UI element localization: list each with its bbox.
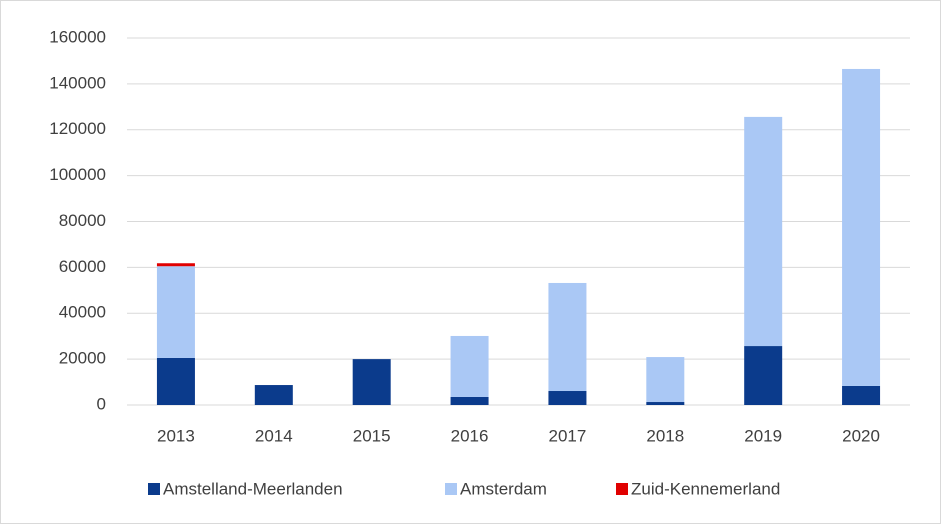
- legend-label: Amsterdam: [460, 479, 547, 498]
- x-tick-label: 2017: [549, 426, 587, 445]
- y-tick-label: 80000: [59, 211, 106, 230]
- y-tick-label: 120000: [49, 119, 106, 138]
- x-tick-label: 2013: [157, 426, 195, 445]
- bar-segment: [156, 266, 195, 358]
- bar-segment: [156, 357, 195, 405]
- legend-swatch: [148, 483, 160, 495]
- y-tick-label: 160000: [49, 27, 106, 46]
- y-tick-label: 100000: [49, 165, 106, 184]
- x-tick-label: 2020: [842, 426, 880, 445]
- y-tick-label: 40000: [59, 303, 106, 322]
- y-tick-label: 60000: [59, 257, 106, 276]
- bar-segment: [744, 116, 783, 347]
- x-tick-label: 2016: [451, 426, 489, 445]
- bar-segment: [842, 385, 881, 405]
- legend-label: Zuid-Kennemerland: [631, 479, 780, 498]
- y-tick-label: 20000: [59, 349, 106, 368]
- bar-segment: [450, 335, 489, 397]
- x-tick-label: 2015: [353, 426, 391, 445]
- bar-segment: [646, 402, 685, 405]
- bar-segment: [842, 68, 881, 386]
- y-tick-label: 0: [97, 394, 106, 413]
- bar-segment: [548, 391, 587, 405]
- x-tick-label: 2018: [646, 426, 684, 445]
- bar-segment: [744, 346, 783, 405]
- x-tick-label: 2014: [255, 426, 293, 445]
- bar-segment: [450, 396, 489, 405]
- bar-segment: [254, 385, 293, 405]
- legend-label: Amstelland-Meerlanden: [163, 479, 343, 498]
- legend-swatch: [445, 483, 457, 495]
- bar-segment: [352, 359, 391, 405]
- y-tick-label: 140000: [49, 73, 106, 92]
- legend-swatch: [616, 483, 628, 495]
- bar-segment: [156, 263, 195, 267]
- bar-segment: [548, 282, 587, 392]
- bar-segment: [646, 357, 685, 403]
- x-tick-label: 2019: [744, 426, 782, 445]
